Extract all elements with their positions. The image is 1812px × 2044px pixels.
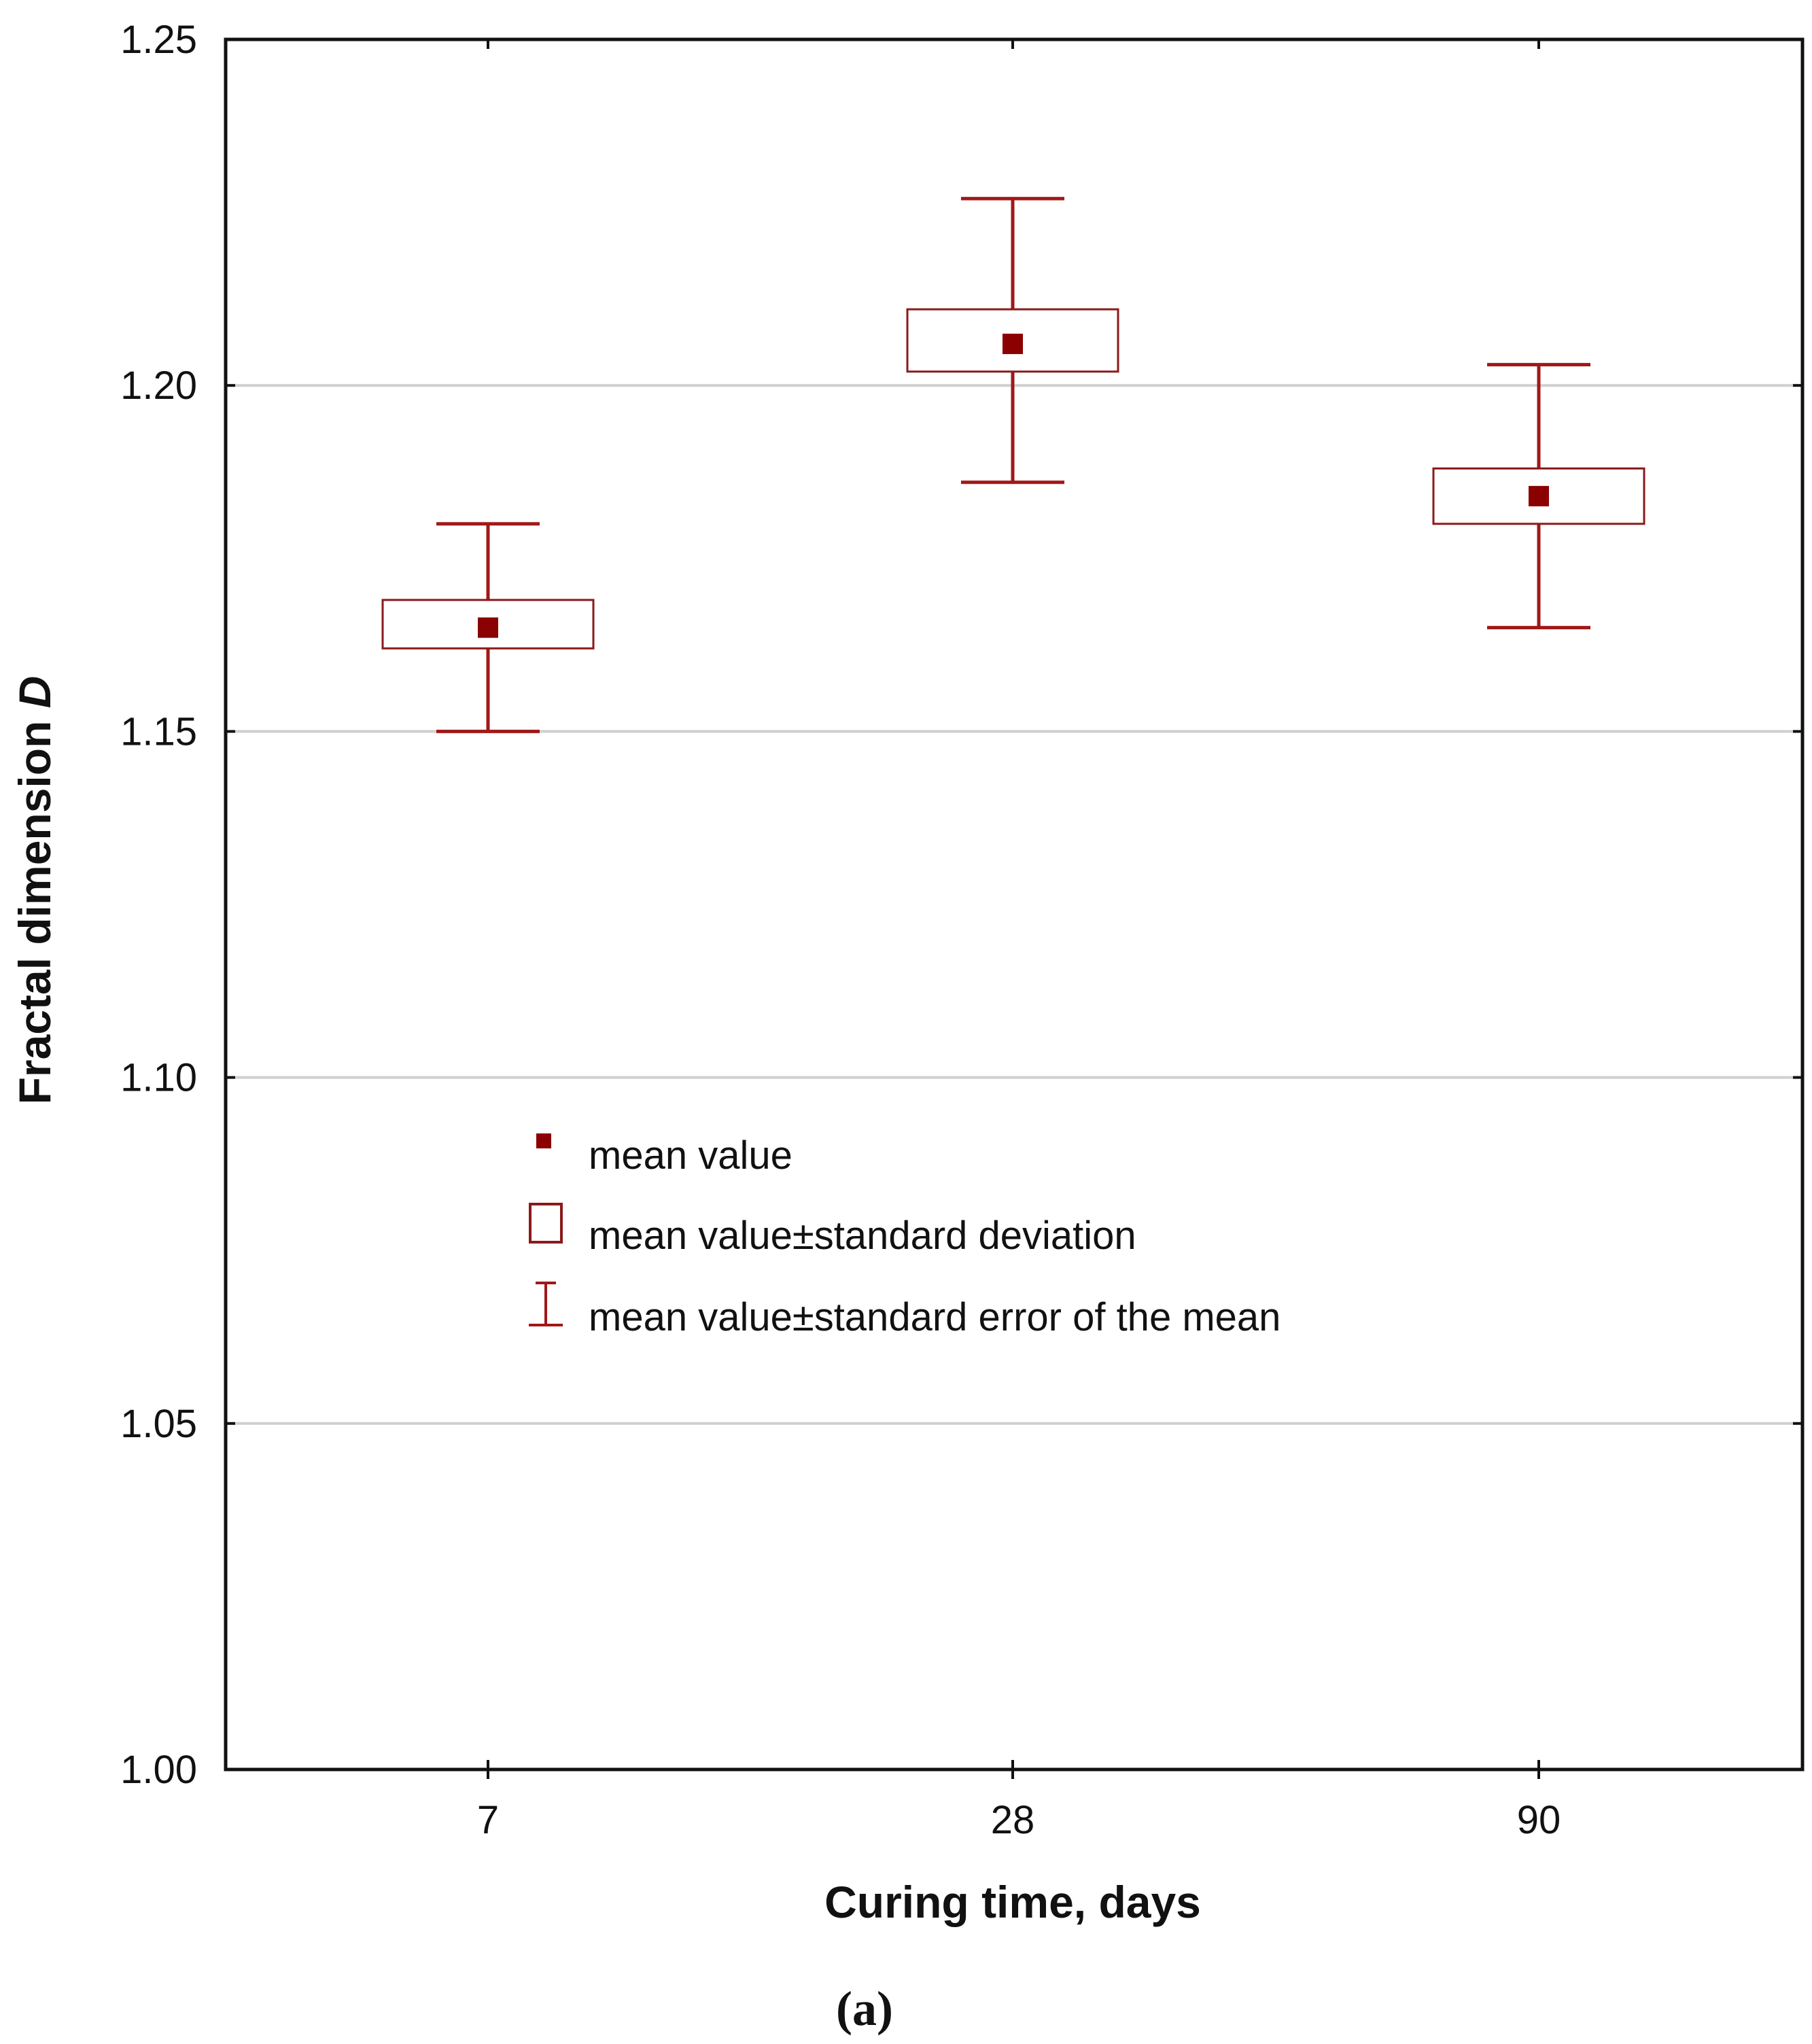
figure-caption: (a) [836, 1981, 893, 2036]
data-series [381, 196, 1645, 733]
legend: mean value mean value±standard deviation… [529, 1133, 1280, 1339]
x-axis-title: Curing time, days [824, 1877, 1201, 1927]
gridlines [226, 384, 1802, 1425]
x-tick-label: 28 [991, 1798, 1035, 1842]
y-tick-label: 1.10 [120, 1056, 197, 1100]
x-tick-label: 7 [477, 1798, 499, 1842]
legend-sd-box [529, 1203, 563, 1244]
x-tick-label: 90 [1517, 1798, 1561, 1842]
y-axis-title: Fractal dimension D [10, 676, 60, 1105]
legend-se-label: mean value±standard error of the mean [589, 1295, 1280, 1339]
legend-mean-marker [536, 1133, 551, 1148]
y-axis-title-text: Fractal dimension [10, 721, 60, 1105]
y-tick-label: 1.15 [120, 709, 197, 754]
legend-mean-label: mean value [589, 1133, 792, 1178]
mean-marker [1003, 334, 1023, 355]
mean-marker [478, 617, 498, 638]
y-tick-label: 1.20 [120, 364, 197, 408]
legend-se-whisker [529, 1282, 563, 1326]
y-tick-label: 1.05 [120, 1402, 197, 1446]
y-tick-label: 1.00 [120, 1748, 197, 1792]
y-tick-label: 1.25 [120, 18, 197, 62]
legend-sd-label: mean value±standard deviation [589, 1214, 1136, 1258]
y-axis-title-italic: D [10, 676, 60, 709]
axes: 1.00 1.05 1.10 1.15 1.20 1.25 7 28 90 [120, 18, 1805, 1842]
mean-marker [1529, 486, 1549, 507]
